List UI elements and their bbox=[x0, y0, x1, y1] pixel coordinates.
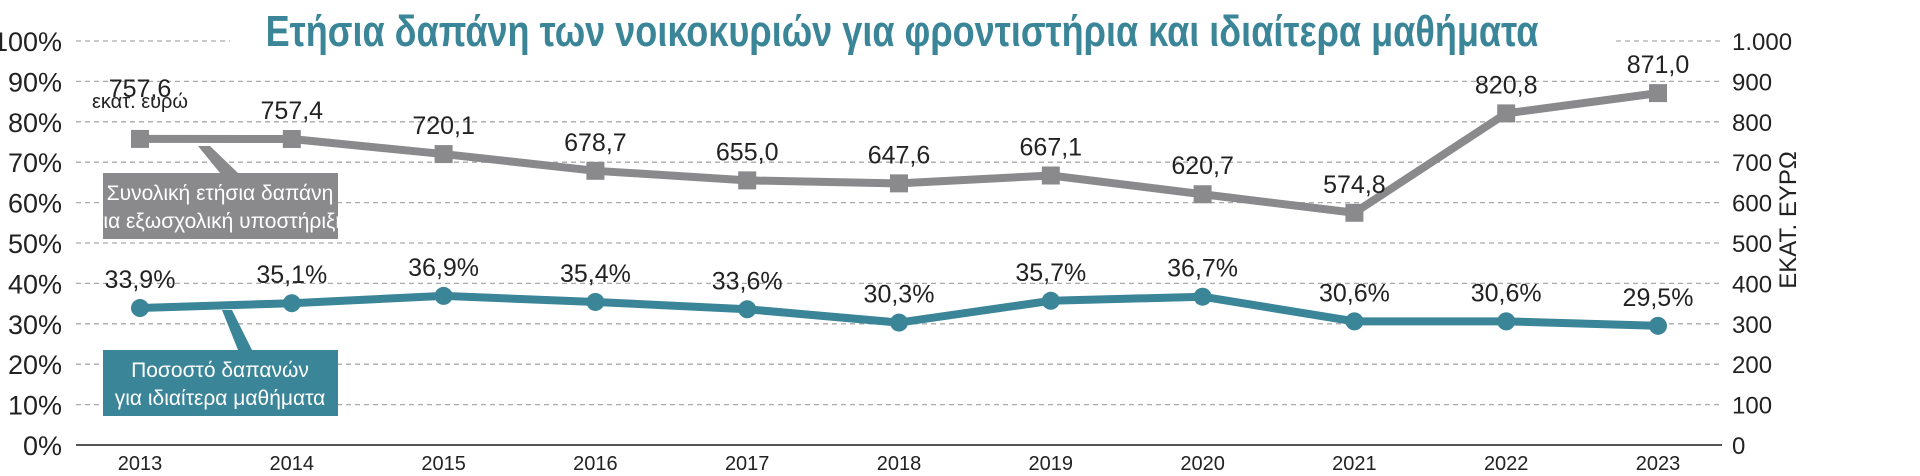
data-point bbox=[890, 174, 908, 193]
chart-title: Ετήσια δαπάνη των νοικοκυριών για φροντι… bbox=[266, 7, 1539, 56]
x-tick-label: 2019 bbox=[1029, 453, 1074, 475]
data-label: 820,8 bbox=[1475, 71, 1538, 99]
data-point bbox=[1041, 166, 1060, 185]
data-point bbox=[434, 286, 453, 305]
data-label: 35,7% bbox=[1015, 259, 1086, 287]
data-label: 757,4 bbox=[261, 97, 324, 125]
data-label: 30,3% bbox=[864, 281, 935, 309]
legend-box-total bbox=[103, 173, 338, 239]
data-label: 620,7 bbox=[1171, 152, 1234, 180]
data-label: 30,6% bbox=[1319, 279, 1390, 307]
data-label: 29,5% bbox=[1623, 284, 1694, 312]
left-tick-label: 0% bbox=[23, 431, 62, 461]
data-label: 35,1% bbox=[256, 261, 327, 289]
right-tick-label: 200 bbox=[1732, 352, 1772, 379]
data-label: 33,9% bbox=[105, 266, 176, 294]
left-tick-label: 30% bbox=[8, 310, 62, 340]
right-tick-label: 800 bbox=[1732, 110, 1772, 137]
data-point bbox=[586, 161, 605, 180]
data-point bbox=[1193, 287, 1212, 306]
left-tick-label: 50% bbox=[8, 229, 62, 259]
left-tick-label: 60% bbox=[8, 189, 62, 219]
legend-box-share bbox=[103, 350, 338, 416]
data-label: 678,7 bbox=[564, 129, 627, 157]
x-tick-label: 2016 bbox=[573, 453, 618, 475]
right-tick-label: 600 bbox=[1732, 191, 1772, 218]
right-tick-label: 900 bbox=[1732, 69, 1772, 96]
data-label: 35,4% bbox=[560, 260, 631, 288]
x-tick-label: 2015 bbox=[421, 453, 466, 475]
left-tick-label: 10% bbox=[8, 391, 62, 421]
data-label: 36,7% bbox=[1167, 255, 1238, 283]
right-tick-label: 100 bbox=[1732, 393, 1772, 420]
data-point bbox=[890, 313, 908, 332]
x-tick-label: 2013 bbox=[118, 453, 163, 475]
right-tick-label: 0 bbox=[1732, 433, 1745, 460]
right-axis-label: ΕΚΑΤ. ΕΥΡΩ bbox=[1775, 151, 1802, 289]
data-point bbox=[282, 130, 301, 149]
data-label: 36,9% bbox=[408, 254, 479, 282]
data-point bbox=[1497, 104, 1516, 123]
left-tick-label: 70% bbox=[8, 148, 62, 178]
data-point bbox=[1345, 312, 1364, 331]
data-label: 720,1 bbox=[412, 112, 475, 140]
data-point bbox=[282, 294, 301, 313]
data-label: 757,6 bbox=[109, 75, 172, 103]
x-tick-label: 2017 bbox=[725, 453, 770, 475]
x-tick-label: 2018 bbox=[877, 453, 922, 475]
data-label: 574,8 bbox=[1323, 171, 1386, 199]
legend-label: Συνολική ετήσια δαπάνη bbox=[107, 182, 334, 205]
data-point bbox=[1193, 185, 1212, 204]
left-tick-label: 100% bbox=[0, 27, 62, 57]
right-tick-label: 500 bbox=[1732, 231, 1772, 258]
data-point bbox=[131, 299, 149, 318]
legend-pointer bbox=[198, 146, 238, 173]
x-tick-label: 2020 bbox=[1180, 453, 1225, 475]
data-point bbox=[738, 300, 757, 319]
x-tick-label: 2021 bbox=[1332, 453, 1377, 475]
left-tick-label: 20% bbox=[8, 350, 62, 380]
data-label: 30,6% bbox=[1471, 279, 1542, 307]
x-tick-label: 2022 bbox=[1484, 453, 1529, 475]
legend-label: για ιδιαίτερα μαθήματα bbox=[115, 387, 326, 410]
left-tick-label: 90% bbox=[8, 67, 62, 97]
data-point bbox=[1497, 312, 1516, 331]
left-tick-label: 40% bbox=[8, 269, 62, 299]
data-label: 655,0 bbox=[716, 138, 779, 166]
right-tick-label: 300 bbox=[1732, 312, 1772, 339]
data-label: 871,0 bbox=[1627, 51, 1690, 79]
right-tick-label: 400 bbox=[1732, 271, 1772, 298]
left-tick-label: 80% bbox=[8, 108, 62, 138]
data-label: 667,1 bbox=[1020, 133, 1083, 161]
data-point bbox=[586, 292, 605, 311]
x-tick-label: 2014 bbox=[270, 453, 315, 475]
data-point bbox=[738, 171, 757, 190]
data-point bbox=[1649, 316, 1667, 335]
data-point bbox=[1041, 291, 1060, 310]
data-point bbox=[1345, 203, 1364, 222]
right-tick-label: 700 bbox=[1732, 150, 1772, 177]
x-tick-label: 2023 bbox=[1636, 453, 1681, 475]
data-point bbox=[1649, 84, 1667, 103]
data-label: 647,6 bbox=[868, 141, 931, 169]
data-point bbox=[434, 145, 453, 164]
data-label: 33,6% bbox=[712, 267, 783, 295]
data-point bbox=[131, 129, 149, 148]
legend-label: για εξωσχολική υποστήριξη bbox=[93, 210, 347, 233]
legend-pointer bbox=[222, 310, 252, 350]
legend-label: Ποσοστό δαπανών bbox=[131, 359, 309, 382]
unit-note: εκατ. ευρώ bbox=[92, 91, 188, 113]
right-tick-label: 1.000 bbox=[1732, 29, 1792, 56]
